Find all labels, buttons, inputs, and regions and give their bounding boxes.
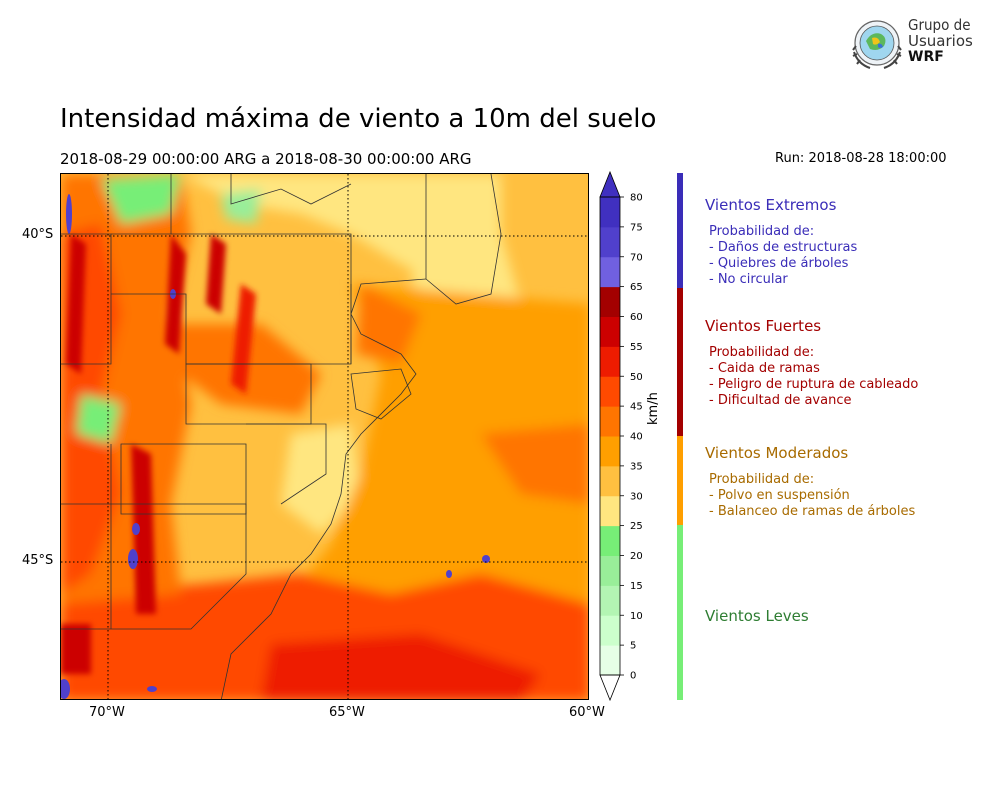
wrf-logo: Grupo de Usuarios WRF <box>848 16 978 76</box>
colorbar-scale: 0 5 10 15 20 25 30 35 40 45 50 55 60 65 70 75 80 <box>599 170 643 702</box>
colorbar-tick-label: 20 <box>630 551 643 562</box>
map-title: Intensidad máxima de viento a 10m del su… <box>60 104 657 134</box>
colorbar-swatch <box>600 406 620 437</box>
colorbar-tick-label: 45 <box>630 402 643 413</box>
category-details-strong: Probabilidad de: - Caida de ramas - Peli… <box>709 345 918 409</box>
detail-heading: Probabilidad de: <box>709 472 815 487</box>
colorbar-tick-label: 60 <box>630 312 643 323</box>
detail-item: - Daños de estructuras <box>709 240 858 255</box>
category-title-strong: Vientos Fuertes <box>705 317 822 335</box>
colorbar-tick-label: 15 <box>630 581 643 592</box>
colorbar-extend-min <box>599 674 621 702</box>
colorbar-swatch <box>600 376 620 407</box>
colorbar-swatch <box>600 465 620 497</box>
colorbar-tick-label: 65 <box>630 282 643 293</box>
colorbar-tick-label: 70 <box>630 252 643 263</box>
colorbar-tick-label: 80 <box>630 193 643 204</box>
colorbar-tick-label: 25 <box>630 521 643 532</box>
category-title-extreme: Vientos Extremos <box>705 196 837 214</box>
colorbar-tick-label: 30 <box>630 491 643 502</box>
category-details-extreme: Probabilidad de: - Daños de estructuras … <box>709 224 857 288</box>
colorbar-swatch <box>600 495 620 527</box>
wind-map <box>60 173 589 700</box>
colorbar-tick-label: 40 <box>630 432 643 443</box>
logo-text-line2: Usuarios <box>908 32 973 50</box>
colorbar-swatch <box>600 525 620 556</box>
run-time: Run: 2018-08-28 18:00:00 <box>775 151 947 166</box>
category-bar-moderate <box>677 436 683 525</box>
lat-label-45s: 45°S <box>22 553 54 568</box>
lon-label-65w: 65°W <box>329 705 365 720</box>
colorbar-swatch <box>600 226 620 258</box>
colorbar-swatch <box>600 436 620 467</box>
colorbar-swatch <box>600 286 620 317</box>
globe-emblem-icon <box>852 20 902 69</box>
detail-item: - Quiebres de árboles <box>709 256 849 271</box>
colorbar: 0 5 10 15 20 25 30 35 40 45 50 55 60 65 70 75 80 <box>596 170 666 705</box>
category-title-moderate: Vientos Moderados <box>705 444 849 462</box>
colorbar-swatch <box>600 585 620 616</box>
colorbar-swatch <box>600 316 620 347</box>
colorbar-unit: km/h <box>646 392 661 425</box>
colorbar-extend-max <box>599 170 621 198</box>
detail-heading: Probabilidad de: <box>709 224 815 239</box>
lon-label-60w: 60°W <box>569 705 605 720</box>
category-bar-strong <box>677 288 683 436</box>
lon-label-70w: 70°W <box>89 705 125 720</box>
colorbar-swatch <box>600 256 620 288</box>
logo-text-line1: Grupo de <box>908 16 971 34</box>
category-bar-light <box>677 525 683 700</box>
detail-item: - Peligro de ruptura de cableado <box>709 377 919 392</box>
colorbar-swatch <box>600 346 620 377</box>
colorbar-swatch <box>600 555 620 586</box>
category-bar-extreme <box>677 173 683 288</box>
colorbar-tick-label: 10 <box>630 611 643 622</box>
lat-label-40s: 40°S <box>22 227 54 242</box>
detail-item: - No circular <box>709 272 788 287</box>
valid-period: 2018-08-29 00:00:00 ARG a 2018-08-30 00:… <box>60 150 472 168</box>
colorbar-swatch <box>600 197 620 228</box>
detail-item: - Dificultad de avance <box>709 393 852 408</box>
colorbar-swatch <box>600 615 620 646</box>
detail-item: - Caida de ramas <box>709 361 820 376</box>
detail-item: - Balanceo de ramas de árboles <box>709 504 916 519</box>
detail-item: - Polvo en suspensión <box>709 488 850 503</box>
colorbar-tick-label: 35 <box>630 461 643 472</box>
colorbar-swatch <box>600 645 620 676</box>
category-title-light: Vientos Leves <box>705 607 809 625</box>
colorbar-tick-label: 50 <box>630 372 643 383</box>
colorbar-tick-label: 0 <box>630 671 636 682</box>
detail-heading: Probabilidad de: <box>709 345 815 360</box>
wind-speed-field <box>61 174 588 699</box>
category-details-moderate: Probabilidad de: - Polvo en suspensión -… <box>709 472 915 520</box>
colorbar-tick-label: 55 <box>630 342 643 353</box>
colorbar-tick-label: 75 <box>630 222 643 233</box>
logo-text-line3: WRF <box>908 49 944 65</box>
colorbar-tick-label: 5 <box>630 641 636 652</box>
